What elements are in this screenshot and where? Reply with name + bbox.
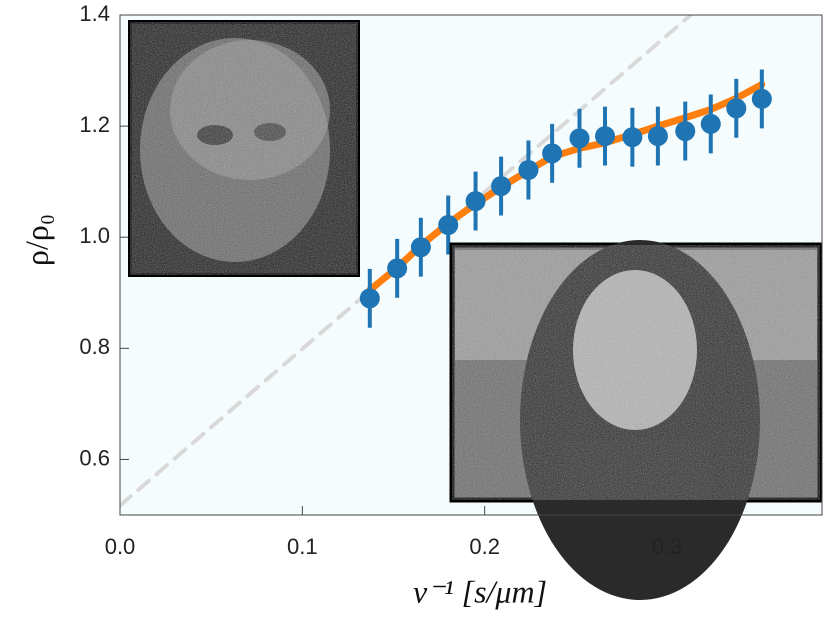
data-point bbox=[542, 143, 563, 164]
data-point bbox=[675, 121, 696, 142]
y-tick-label: 0.6 bbox=[79, 445, 110, 470]
data-point bbox=[569, 128, 590, 149]
data-point bbox=[751, 88, 772, 109]
data-point bbox=[491, 176, 512, 197]
data-point bbox=[595, 126, 616, 147]
y-tick-label: 0.8 bbox=[79, 334, 110, 359]
data-point bbox=[622, 127, 643, 148]
inset-portrait bbox=[128, 20, 360, 277]
plot-frame bbox=[119, 14, 823, 516]
y-tick-label: 1.4 bbox=[79, 1, 110, 26]
x-tick-label: 0.3 bbox=[652, 534, 683, 559]
fit-line bbox=[366, 80, 766, 294]
data-point bbox=[700, 113, 721, 134]
x-tick-label: 0.1 bbox=[287, 534, 318, 559]
data-point bbox=[438, 215, 459, 235]
x-axis-label: v⁻¹ [s/μm] bbox=[413, 573, 547, 609]
data-point bbox=[410, 237, 431, 258]
x-tick-label: 0.0 bbox=[105, 534, 136, 559]
y-tick-label: 1.2 bbox=[79, 112, 110, 137]
reference-line bbox=[120, 15, 693, 508]
inset-mona-lisa bbox=[449, 240, 823, 600]
data-point bbox=[387, 258, 408, 279]
data-point bbox=[465, 191, 486, 212]
y-axis-label: ρ/ρ₀ bbox=[18, 214, 54, 266]
data-point bbox=[647, 126, 668, 147]
data-point bbox=[359, 288, 380, 309]
data-point bbox=[726, 98, 747, 119]
data-point bbox=[518, 160, 539, 180]
y-tick-label: 1.0 bbox=[79, 223, 110, 248]
x-tick-label: 0.2 bbox=[469, 534, 500, 559]
